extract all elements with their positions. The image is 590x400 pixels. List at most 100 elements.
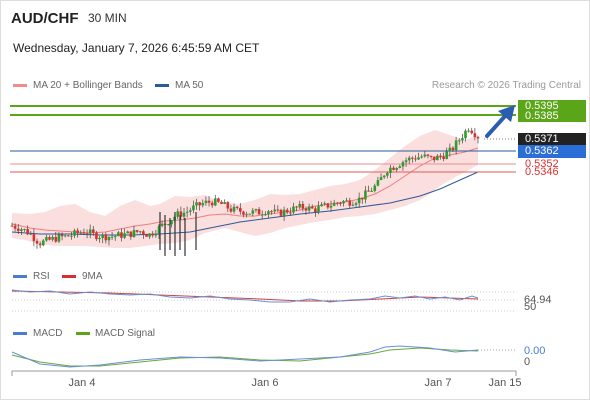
macd-line (11, 345, 479, 368)
candle-body (411, 157, 414, 159)
candle-body (389, 167, 392, 173)
candle-body (45, 237, 48, 241)
candle-body (429, 155, 433, 157)
candle-body (254, 209, 258, 211)
macd-signal-line (11, 347, 479, 367)
candle-body (35, 240, 39, 244)
macd-legend (13, 332, 90, 335)
candle-body (323, 203, 327, 205)
candle-body (342, 201, 345, 204)
candle-body (461, 138, 464, 141)
candle-body (248, 213, 251, 215)
candle-body (457, 140, 461, 142)
candle-body (232, 206, 236, 212)
candle-body (354, 203, 358, 205)
candle-body (154, 233, 158, 236)
candle-body (279, 209, 283, 216)
candle-body (282, 209, 286, 216)
candle-body (10, 225, 14, 227)
candle-body (229, 208, 233, 212)
candle-body (470, 130, 474, 134)
ma50-label: MA 50 (175, 80, 204, 91)
candle-body (292, 206, 295, 213)
credit-label: Research © 2026 Trading Central (431, 80, 581, 91)
candle-body (13, 225, 17, 229)
candle-body (464, 130, 467, 139)
pivot-label: 0.5362 (518, 145, 586, 158)
candle-body (270, 211, 273, 213)
candle-body (192, 205, 195, 211)
candle-body (54, 236, 58, 242)
last-price-label: 0.5371 (518, 133, 586, 146)
candle-body (160, 223, 164, 226)
support-2-label: 0.5346 (525, 166, 559, 178)
candle-body (310, 206, 314, 209)
support-1-label: 0.5352 (525, 158, 559, 170)
candle-body (301, 203, 305, 209)
candle-body (201, 203, 205, 206)
candle-body (129, 231, 133, 237)
candle-body (439, 155, 442, 157)
ma20-swatch (13, 84, 27, 87)
rsi-legend (13, 275, 76, 278)
candle-body (367, 190, 370, 192)
candle-body (473, 133, 477, 138)
candle-body (142, 231, 145, 235)
candles-group (10, 127, 480, 256)
candle-body (195, 202, 198, 206)
candle-body (51, 236, 54, 240)
candle-body (448, 147, 452, 152)
candle-body (289, 212, 292, 214)
candle-body (207, 200, 211, 203)
candle-body (251, 210, 255, 214)
candle-body (157, 225, 161, 234)
candle-body (467, 130, 470, 132)
candle-body (23, 229, 26, 231)
candle-body (16, 228, 20, 231)
candle-body (326, 203, 330, 208)
candle-body (267, 211, 270, 215)
candle-body (66, 235, 70, 237)
candle-body (145, 234, 148, 237)
bollinger-band (12, 130, 478, 248)
candle-body (273, 209, 277, 212)
candle-body (345, 200, 348, 202)
candle-body (104, 234, 108, 241)
macd-title: MACD (33, 328, 63, 339)
candle-body (135, 230, 139, 232)
symbol-title: AUD/CHF (11, 10, 79, 27)
ma20-line (11, 147, 479, 234)
candle-body (407, 157, 411, 161)
candle-body (364, 190, 367, 200)
candle-body (314, 208, 317, 212)
candle-body (332, 202, 336, 206)
ma50-line (11, 171, 479, 236)
candle-body (117, 232, 120, 237)
candle-body (373, 185, 377, 191)
candle-body (151, 233, 155, 236)
candle-body (210, 202, 214, 206)
candle-body (198, 202, 201, 206)
rsi-ma-title: 9MA (82, 271, 103, 282)
candle-body (401, 162, 405, 167)
candle-body (304, 208, 308, 211)
candle-body (76, 230, 79, 234)
candle-body (110, 236, 114, 238)
resistance-1-label: 0.5385 (518, 110, 586, 122)
ma50-swatch (155, 84, 169, 87)
candle-body (426, 154, 430, 156)
resistance-2-label: 0.5395 (518, 100, 586, 113)
candle-body (386, 172, 389, 176)
candle-body (264, 214, 267, 216)
candle-body (73, 230, 76, 236)
candle-body (20, 229, 23, 231)
candle-body (242, 211, 245, 215)
candle-body (220, 201, 223, 204)
candle-body (454, 140, 458, 151)
candle-body (476, 137, 480, 139)
candle-body (82, 232, 86, 234)
candle-body (107, 236, 111, 241)
candle-body (370, 190, 373, 192)
macd-zero-label: 0 (524, 356, 531, 368)
